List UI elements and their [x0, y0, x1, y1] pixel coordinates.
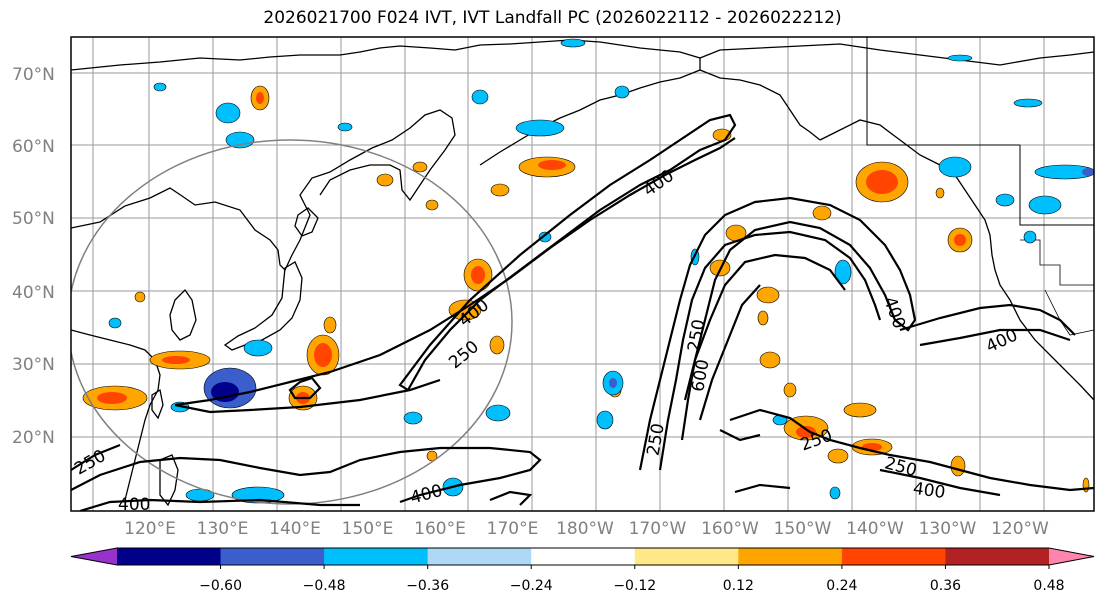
colorbar-tick-label: 0.48 [1033, 578, 1064, 594]
colorbar-segment [324, 548, 429, 565]
lon-label: 130°W [919, 519, 977, 539]
lon-label: 170°E [487, 519, 539, 539]
colorbar-segment [427, 548, 532, 565]
lon-label: 170°W [629, 519, 687, 539]
colorbar-segment [841, 548, 946, 565]
colorbar-tick-label: −0.24 [510, 578, 553, 594]
lon-label: 120°E [124, 519, 176, 539]
lat-label: 40°N [12, 283, 55, 303]
colorbar-tick-label: −0.48 [303, 578, 346, 594]
lat-label: 20°N [12, 428, 55, 448]
colorbar-segment [738, 548, 843, 565]
colorbar-segment [220, 548, 325, 565]
colorbar-tick-label: −0.36 [406, 578, 449, 594]
colorbar-tick-label: 0.24 [826, 578, 857, 594]
colorbar-segment [531, 548, 636, 565]
ivt-contours [71, 113, 1094, 511]
asia-coastline [71, 109, 456, 272]
colorbar [70, 547, 1095, 566]
lat-label: 60°N [12, 137, 55, 157]
colorbar-tick-labels: −0.60 −0.48 −0.36 −0.24 −0.12 0.12 0.24 0.36 0.4… [199, 565, 1065, 594]
lon-label: 160°W [701, 519, 759, 539]
colorbar-segment [634, 548, 739, 565]
china-coastline [71, 329, 161, 501]
colorbar-extend-min [71, 548, 117, 565]
map-frame [70, 36, 1095, 512]
lat-label: 50°N [12, 209, 55, 229]
map-area: 400 400 250 250 400 600 400 250 250 400 … [71, 37, 1094, 515]
colorbar-tick-label: 0.36 [930, 578, 961, 594]
lon-label: 150°E [342, 519, 394, 539]
lon-label: 160°E [414, 519, 466, 539]
colorbar-tick-label: 0.12 [723, 578, 754, 594]
lon-label: 140°E [269, 519, 321, 539]
korea-coastline [169, 288, 197, 341]
contour-label: 400 [912, 479, 947, 503]
colorbar-tick-label: −0.12 [613, 578, 656, 594]
lon-label: 120°W [991, 519, 1049, 539]
colorbar-outline [70, 547, 1095, 566]
landfall-region-circle [71, 139, 513, 505]
latitude-labels: 70°N 60°N 50°N 40°N 30°N 20°N [12, 65, 55, 448]
lat-label: 70°N [12, 65, 55, 85]
colorbar-segment [117, 548, 222, 565]
lat-label: 30°N [12, 355, 55, 375]
lon-label: 140°W [846, 519, 904, 539]
north-america-coastline [819, 119, 1094, 401]
longitude-labels: 120°E 130°E 140°E 150°E 160°E 170°E 180°W 170°W… [124, 519, 1049, 539]
map-title: 2026021700 F024 IVT, IVT Landfall PC (20… [263, 8, 842, 28]
lon-label: 130°E [197, 519, 249, 539]
colorbar-tick-label: −0.60 [199, 578, 242, 594]
lon-label: 150°W [774, 519, 832, 539]
lon-label: 180°W [556, 519, 614, 539]
colorbar-extend-max [1049, 548, 1094, 565]
colorbar-segment [945, 548, 1050, 565]
contour-label: 400 [118, 495, 150, 515]
